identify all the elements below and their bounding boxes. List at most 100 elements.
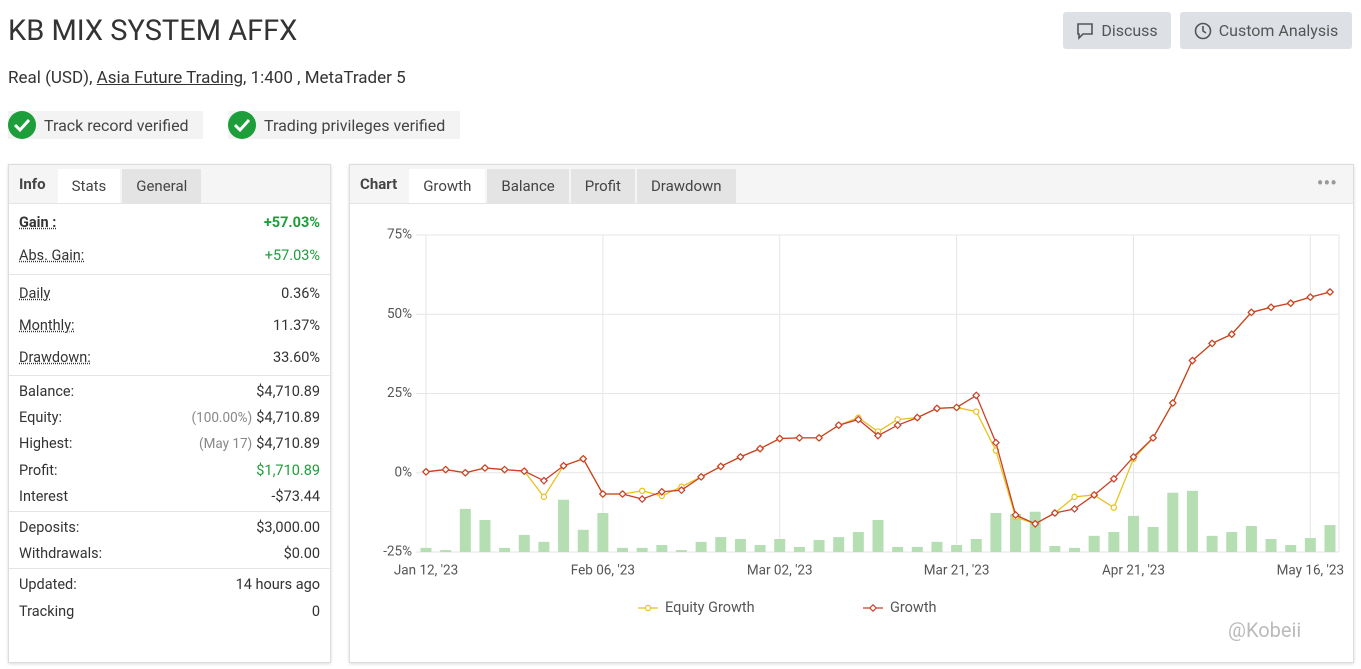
- point: [932, 404, 942, 413]
- stat-row: Gain : +57.03%: [9, 206, 330, 239]
- stat-row: Highest: (May 17) $4,710.89: [9, 431, 330, 457]
- point: [1188, 356, 1197, 365]
- point: [638, 495, 647, 504]
- stat-row: Equity: (100.00%) $4,710.89: [9, 404, 330, 430]
- y-tick-label: 0%: [395, 464, 413, 480]
- stat-label: Monthly:: [19, 316, 75, 334]
- point: [1149, 433, 1158, 442]
- stat-row: Abs. Gain: +57.03%: [9, 239, 330, 272]
- tab[interactable]: Drawdown: [636, 169, 736, 203]
- point: [697, 472, 706, 481]
- bar: [1245, 526, 1257, 552]
- point: [421, 467, 431, 476]
- tab: Info: [9, 165, 56, 203]
- point: [520, 467, 529, 476]
- stat-label: Balance:: [19, 382, 75, 400]
- stats-list: Gain : +57.03% Abs. Gain: +57.03% Daily 0.36%…: [9, 204, 330, 627]
- bar: [990, 513, 1002, 552]
- stat-row: Monthly: 11.37%: [9, 309, 330, 341]
- point: [559, 461, 568, 470]
- bar: [1069, 547, 1081, 552]
- bar: [1029, 511, 1041, 552]
- tab[interactable]: General: [122, 169, 202, 203]
- bar: [931, 541, 943, 552]
- stat-value-box: $1,710.89: [256, 462, 320, 479]
- x-tick-label: Apr 21, '23: [1102, 563, 1165, 579]
- stat-value: 0: [311, 603, 320, 621]
- point: [893, 421, 902, 430]
- line: [425, 291, 1331, 525]
- bar: [1049, 545, 1061, 552]
- point: [834, 421, 843, 430]
- bar: [970, 539, 982, 552]
- point: [677, 486, 686, 495]
- stat-row: Daily 0.36%: [9, 277, 330, 309]
- chart-panel: Chart Growth Balance Profit Drawdown ••• -25…: [349, 164, 1354, 663]
- bar: [813, 539, 825, 552]
- stat-value-box: +57.03%: [264, 214, 320, 231]
- stat-value-box: 11.37%: [273, 317, 320, 334]
- chart: -25% 0% 25% 50% 75% Jan 12, '23 Feb 06, '23 Mar…: [383, 227, 1344, 616]
- check-icon: [8, 111, 36, 139]
- bar: [656, 545, 668, 552]
- stat-value: $0.00: [283, 544, 320, 562]
- custom-analysis-button[interactable]: Custom Analysis: [1180, 12, 1352, 49]
- broker-link[interactable]: Asia Future Trading: [96, 68, 244, 88]
- bar: [558, 499, 570, 552]
- x-tick-label: Feb 06, '23: [571, 563, 635, 579]
- stat-row: Profit: $1,710.89: [9, 457, 330, 483]
- line: [425, 291, 1331, 525]
- discuss-button[interactable]: Discuss: [1063, 12, 1171, 49]
- point: [814, 433, 824, 442]
- badge-label: Track record verified: [44, 115, 189, 135]
- bar: [872, 519, 884, 552]
- point: [1286, 299, 1295, 308]
- point: [1208, 339, 1217, 348]
- tab[interactable]: Stats: [57, 169, 121, 203]
- point: [1050, 508, 1059, 518]
- icon: [1077, 22, 1094, 40]
- y-tick-label: 25%: [387, 385, 412, 401]
- stat-value: $4,710.89: [256, 408, 320, 426]
- point: [1227, 330, 1236, 339]
- menu-icon[interactable]: •••: [1316, 171, 1337, 195]
- stats-group: Balance: $4,710.89 Equity: (100.00%) $4,710.…: [9, 376, 330, 513]
- point: [795, 433, 804, 442]
- bar: [538, 541, 550, 552]
- point: [991, 438, 1000, 447]
- bar: [1285, 545, 1297, 552]
- watermark: @Kobeii: [1228, 618, 1302, 642]
- stat-value-box: -$73.44: [271, 488, 320, 505]
- bar: [951, 545, 963, 552]
- stat-label: Interest: [19, 487, 69, 505]
- point: [638, 487, 646, 495]
- bar: [636, 547, 648, 552]
- tab[interactable]: Profit: [570, 169, 635, 203]
- point: [952, 403, 961, 412]
- point: [854, 415, 863, 424]
- stat-row: Tracking 0: [9, 598, 330, 625]
- point: [1325, 287, 1335, 297]
- stat-value: 14 hours ago: [235, 576, 320, 594]
- point: [579, 454, 588, 463]
- tab: Chart: [350, 165, 408, 203]
- point: [1110, 504, 1118, 511]
- stat-value-box: (May 17) $4,710.89: [199, 435, 320, 452]
- stat-value: -$73.44: [271, 487, 320, 505]
- badge: Trading privileges verified: [228, 111, 460, 139]
- tabs: Info Stats General: [9, 165, 330, 204]
- bar: [892, 546, 904, 552]
- stat-value-box: (100.00%) $4,710.89: [192, 409, 320, 426]
- point: [598, 489, 607, 499]
- stat-row: Balance: $4,710.89: [9, 378, 330, 404]
- title: KB MIX SYSTEM AFFX: [8, 14, 298, 48]
- stats-group: Gain : +57.03% Abs. Gain: +57.03%: [9, 204, 330, 275]
- tab[interactable]: Growth: [409, 169, 486, 203]
- bar: [695, 541, 707, 552]
- stats-group: Daily 0.36% Monthly: 11.37% Drawdown: 33.60%: [9, 275, 330, 376]
- bar: [1088, 535, 1100, 552]
- point: [973, 408, 980, 415]
- point: [1071, 493, 1078, 501]
- tab[interactable]: Balance: [487, 169, 569, 203]
- x-tick-label: May 16, '23: [1277, 563, 1344, 579]
